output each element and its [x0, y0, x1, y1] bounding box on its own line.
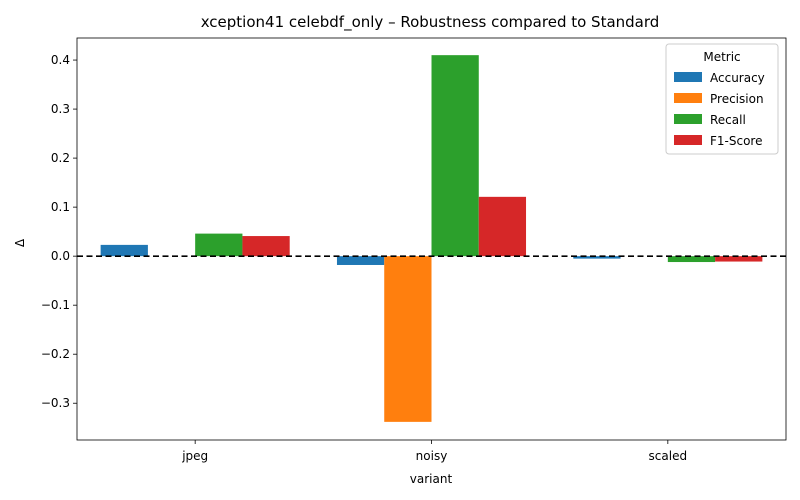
y-tick-label: 0.3 — [51, 102, 70, 116]
chart-title: xception41 celebdf_only – Robustness com… — [201, 13, 660, 32]
legend-label: Precision — [710, 92, 764, 106]
y-tick-label: 0.2 — [51, 151, 70, 165]
y-axis: −0.3 −0.2 −0.1 0.0 0.1 0.2 0.3 0.4 — [41, 53, 77, 410]
x-axis-label: variant — [410, 472, 453, 486]
y-axis-label: Δ — [13, 238, 27, 247]
bar-accuracy-scaled — [573, 256, 621, 259]
legend-label: F1-Score — [710, 134, 762, 148]
bar-precision-noisy — [384, 256, 432, 422]
x-tick-label-jpeg: jpeg — [181, 449, 208, 463]
y-tick-label: −0.3 — [41, 396, 70, 410]
y-tick-label: −0.2 — [41, 347, 70, 361]
y-tick-label: 0.4 — [51, 53, 70, 67]
legend: Metric Accuracy Precision Recall F1-Score — [665, 43, 779, 155]
x-axis: jpeg noisy scaled — [181, 440, 687, 463]
legend-title: Metric — [703, 50, 740, 64]
legend-swatch-precision — [674, 93, 702, 103]
bar-recall-noisy — [431, 55, 479, 257]
bar-f1-score-noisy — [478, 196, 527, 257]
y-tick-label: 0.1 — [51, 200, 70, 214]
bar-recall-jpeg — [195, 233, 243, 257]
legend-label: Recall — [710, 113, 746, 127]
legend-box — [665, 43, 779, 155]
y-tick-label: 0.0 — [51, 249, 70, 263]
bar-f1-score-jpeg — [242, 236, 290, 257]
x-tick-label-scaled: scaled — [649, 449, 688, 463]
legend-label: Accuracy — [710, 71, 765, 85]
legend-swatch-recall — [674, 114, 702, 124]
bar-f1-score-scaled — [715, 256, 763, 262]
bar-accuracy-noisy — [336, 256, 385, 265]
legend-swatch-accuracy — [674, 72, 702, 82]
bar-group — [100, 55, 763, 422]
bar-recall-scaled — [667, 256, 716, 263]
bar-accuracy-jpeg — [100, 244, 148, 257]
x-tick-label-noisy: noisy — [416, 449, 448, 463]
legend-swatch-f1-score — [674, 135, 702, 145]
y-tick-label: −0.1 — [41, 298, 70, 312]
